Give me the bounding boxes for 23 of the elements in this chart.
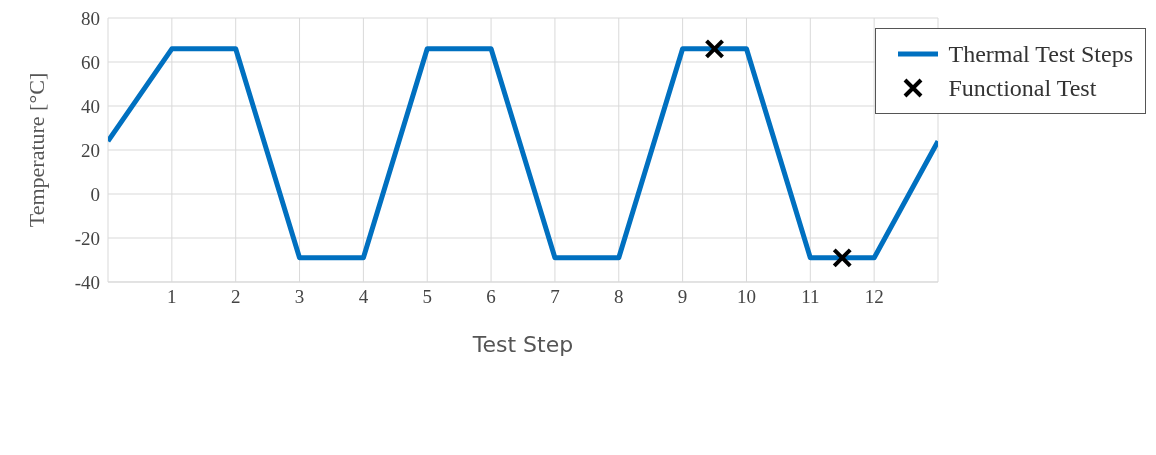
y-tick-label: 80 bbox=[81, 7, 100, 29]
x-tick-label: 2 bbox=[230, 286, 241, 308]
x-tick-label: 1 bbox=[167, 286, 177, 308]
x-tick-label: 7 bbox=[550, 286, 560, 308]
legend-label: Functional Test bbox=[948, 74, 1097, 103]
x-tick-label: 3 bbox=[294, 286, 305, 308]
x-tick-label: 4 bbox=[358, 286, 369, 308]
legend-label: Thermal Test Steps bbox=[948, 40, 1133, 69]
x-axis-title: Test Step bbox=[471, 332, 574, 357]
y-tick-label: 0 bbox=[90, 183, 100, 205]
x-tick-label: 5 bbox=[422, 286, 432, 308]
x-tick-label: 6 bbox=[486, 286, 496, 308]
y-axis-title: Temperature [°C] bbox=[23, 72, 49, 228]
y-tick-label: -40 bbox=[74, 271, 100, 293]
x-tick-label: 11 bbox=[801, 286, 820, 308]
x-tick-label: 10 bbox=[736, 286, 756, 308]
x-tick-label: 12 bbox=[864, 286, 884, 308]
x-tick-label: 9 bbox=[677, 286, 688, 308]
x-tick-label: 8 bbox=[614, 286, 624, 308]
y-tick-label: 40 bbox=[81, 95, 100, 117]
y-tick-label: 20 bbox=[81, 139, 100, 161]
y-tick-label: -20 bbox=[74, 227, 100, 249]
y-tick-label: 60 bbox=[81, 51, 100, 73]
